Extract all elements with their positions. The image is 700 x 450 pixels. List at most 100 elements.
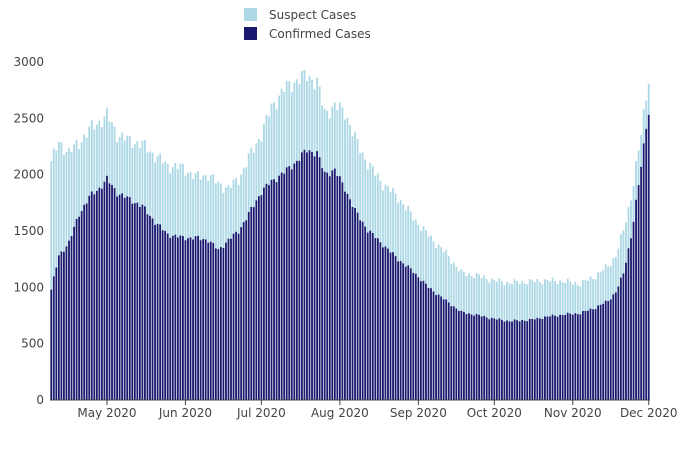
bar-suspect bbox=[574, 282, 577, 314]
bar-confirmed bbox=[202, 239, 205, 400]
bar-suspect bbox=[392, 187, 394, 253]
bar-confirmed bbox=[219, 247, 222, 400]
bar-suspect bbox=[222, 192, 225, 249]
bar-confirmed bbox=[526, 321, 529, 400]
bar-suspect bbox=[528, 279, 531, 319]
bar-suspect bbox=[508, 283, 511, 322]
bar-confirmed bbox=[511, 321, 513, 400]
bar-suspect bbox=[376, 173, 379, 239]
bar-confirmed bbox=[460, 310, 463, 400]
bar-confirmed bbox=[156, 223, 159, 400]
bar-confirmed bbox=[468, 313, 470, 400]
bar-suspect bbox=[100, 127, 103, 189]
bar-confirmed bbox=[645, 128, 648, 400]
bar-suspect bbox=[308, 76, 311, 151]
bar-suspect bbox=[197, 171, 200, 236]
bar-confirmed bbox=[369, 230, 372, 400]
bar-suspect bbox=[364, 159, 367, 227]
bar-confirmed bbox=[194, 236, 197, 400]
bar-confirmed bbox=[582, 310, 584, 400]
bar-confirmed bbox=[247, 211, 250, 400]
bar-suspect bbox=[389, 192, 392, 253]
bar-confirmed bbox=[556, 316, 559, 400]
bar-suspect bbox=[338, 102, 341, 177]
bar-suspect bbox=[268, 116, 270, 186]
bar-confirmed bbox=[169, 237, 172, 400]
bar-suspect bbox=[230, 187, 232, 239]
bar-confirmed bbox=[574, 313, 577, 400]
bar-suspect bbox=[589, 276, 592, 309]
bar-confirmed bbox=[452, 306, 455, 400]
bar-suspect bbox=[488, 282, 491, 320]
bar-confirmed bbox=[283, 173, 286, 400]
bar-confirmed bbox=[111, 185, 113, 400]
bar-confirmed bbox=[614, 292, 617, 400]
bar-confirmed bbox=[366, 232, 369, 400]
bar-suspect bbox=[207, 180, 210, 243]
bar-suspect bbox=[604, 264, 607, 301]
bar-confirmed bbox=[480, 316, 483, 400]
bar-confirmed bbox=[138, 207, 141, 400]
bar-confirmed bbox=[533, 319, 536, 400]
bar-confirmed bbox=[182, 236, 184, 400]
x-tick-label: Oct 2020 bbox=[467, 406, 522, 420]
bar-confirmed bbox=[52, 276, 55, 400]
bar-suspect bbox=[366, 169, 369, 233]
bar-confirmed bbox=[409, 268, 412, 400]
bar-suspect bbox=[131, 147, 134, 204]
bar-suspect bbox=[599, 271, 602, 305]
bar-suspect bbox=[526, 284, 529, 322]
bar-suspect bbox=[425, 229, 427, 284]
bar-suspect bbox=[257, 139, 260, 197]
x-tick-label: Dec 2020 bbox=[620, 406, 678, 420]
bar-suspect bbox=[571, 284, 574, 315]
bar-confirmed bbox=[341, 182, 344, 400]
bar-suspect bbox=[607, 266, 610, 302]
bar-confirmed bbox=[149, 215, 151, 400]
bar-confirmed bbox=[551, 314, 554, 400]
bar-suspect bbox=[419, 230, 422, 282]
bar-confirmed bbox=[584, 310, 587, 400]
bar-suspect bbox=[437, 244, 440, 295]
bar-confirmed bbox=[587, 310, 589, 400]
bar-confirmed bbox=[536, 317, 539, 400]
bar-suspect bbox=[506, 281, 508, 321]
bar-confirmed bbox=[592, 309, 594, 400]
bar-confirmed bbox=[475, 313, 478, 400]
bar-confirmed bbox=[394, 256, 397, 400]
bar-suspect bbox=[640, 134, 643, 167]
bar-confirmed bbox=[450, 306, 453, 400]
bar-suspect bbox=[235, 178, 237, 232]
bar-confirmed bbox=[308, 150, 311, 400]
bar-suspect bbox=[382, 190, 384, 248]
bar-confirmed bbox=[619, 277, 622, 400]
bar-suspect bbox=[531, 280, 534, 319]
bar-suspect bbox=[326, 110, 329, 173]
bar-suspect bbox=[68, 147, 70, 241]
bar-confirmed bbox=[230, 238, 232, 400]
bar-suspect bbox=[273, 102, 275, 180]
bar-suspect bbox=[478, 274, 481, 315]
bar-confirmed bbox=[630, 238, 632, 400]
bar-confirmed bbox=[235, 231, 237, 400]
bar-suspect bbox=[83, 134, 86, 205]
bar-confirmed bbox=[136, 202, 139, 400]
bar-confirmed bbox=[571, 314, 574, 400]
y-tick-label: 2500 bbox=[13, 111, 44, 125]
bar-suspect bbox=[194, 173, 197, 237]
bar-confirmed bbox=[546, 316, 549, 400]
bar-suspect bbox=[151, 152, 154, 219]
bar-suspect bbox=[635, 161, 637, 200]
bar-suspect bbox=[427, 236, 430, 288]
bar-suspect bbox=[65, 152, 68, 247]
bar-suspect bbox=[480, 277, 483, 317]
bar-confirmed bbox=[493, 318, 496, 400]
bar-suspect bbox=[209, 175, 212, 242]
bar-suspect bbox=[397, 202, 400, 262]
bar-suspect bbox=[394, 193, 397, 257]
bar-suspect bbox=[106, 107, 108, 176]
bar-suspect bbox=[136, 141, 139, 203]
bar-suspect bbox=[227, 185, 230, 239]
bar-suspect bbox=[554, 281, 556, 316]
bar-confirmed bbox=[171, 235, 174, 400]
